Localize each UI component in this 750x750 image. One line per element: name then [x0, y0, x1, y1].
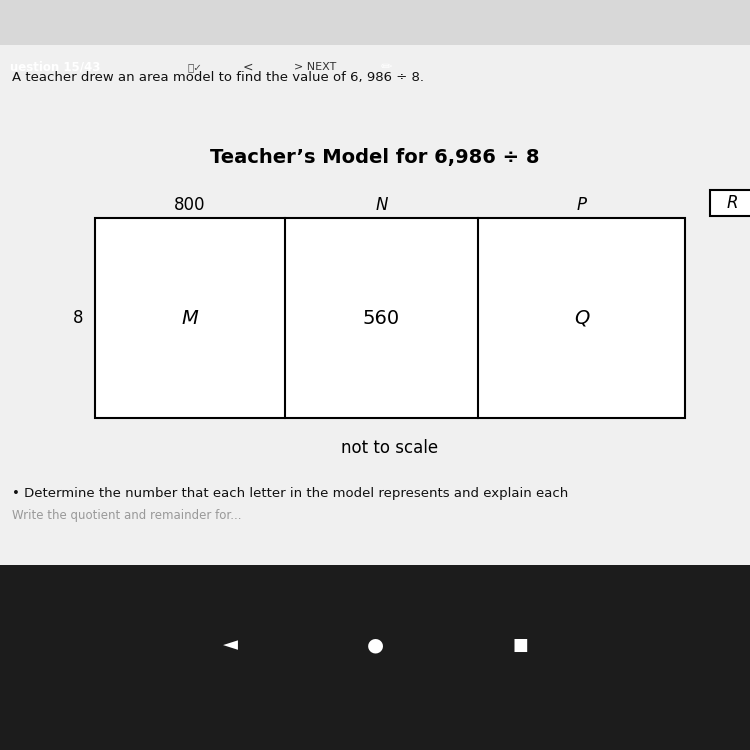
Bar	[95, 218, 685, 418]
Text: ●: ●	[367, 635, 383, 655]
Text: 8: 8	[73, 309, 83, 327]
Text: 560: 560	[363, 308, 400, 328]
Bar	[0, 565, 750, 750]
Text: uestion 15/43: uestion 15/43	[10, 61, 101, 74]
Text: ✏: ✏	[380, 61, 392, 74]
Bar	[710, 190, 750, 216]
Text: R: R	[726, 194, 738, 212]
Text: Teacher’s Model for 6,986 ÷ 8: Teacher’s Model for 6,986 ÷ 8	[210, 148, 540, 167]
Text: <: <	[243, 61, 254, 74]
Text: Write the quotient and remainder for...: Write the quotient and remainder for...	[12, 509, 242, 521]
Text: > NEXT: > NEXT	[294, 62, 336, 73]
Text: Q: Q	[574, 308, 590, 328]
Text: A teacher drew an area model to find the value of 6, 986 ÷ 8.: A teacher drew an area model to find the…	[12, 71, 424, 85]
Text: N: N	[375, 196, 388, 214]
FancyBboxPatch shape	[273, 53, 357, 82]
FancyBboxPatch shape	[368, 53, 404, 82]
FancyBboxPatch shape	[168, 53, 222, 82]
Text: M: M	[182, 308, 199, 328]
Text: P: P	[577, 196, 586, 214]
Bar	[0, 45, 750, 565]
Text: ◄: ◄	[223, 635, 238, 655]
Text: ■: ■	[512, 636, 528, 654]
Text: 800: 800	[174, 196, 206, 214]
Text: ⓘ✓: ⓘ✓	[188, 62, 202, 73]
Text: not to scale: not to scale	[341, 439, 439, 457]
FancyBboxPatch shape	[228, 53, 268, 82]
Bar	[0, 45, 750, 565]
Text: • Determine the number that each letter in the model represents and explain each: • Determine the number that each letter …	[12, 487, 568, 500]
Bar	[0, 45, 750, 90]
